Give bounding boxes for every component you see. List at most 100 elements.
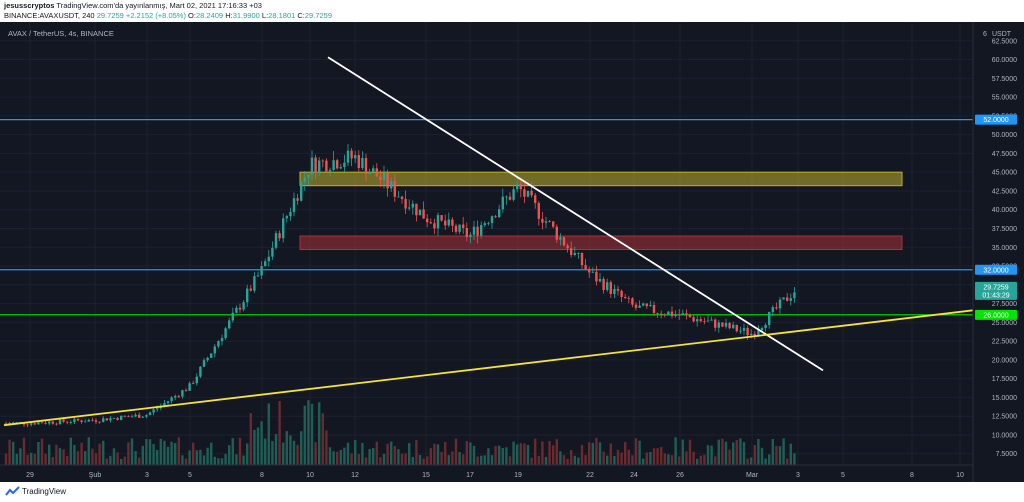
volume-bar	[148, 439, 152, 465]
candle-body	[408, 207, 411, 209]
candle-body	[426, 218, 429, 223]
volume-bar	[609, 443, 612, 465]
candle-body	[130, 416, 134, 418]
volume-bar	[321, 413, 324, 465]
volume-bar	[145, 439, 148, 465]
time-tick-label: 12	[351, 472, 359, 479]
volume-bar	[224, 453, 227, 465]
candle-body	[476, 226, 479, 236]
currency-badge: 6	[983, 31, 987, 38]
price-tick-label: 12.5000	[992, 414, 1017, 421]
candle-body	[778, 299, 782, 309]
price-axis[interactable]: 62.500060.000057.500055.000052.500050.00…	[992, 38, 1017, 458]
price-tick-label: 55.0000	[992, 95, 1017, 102]
candle-body	[325, 160, 328, 172]
candle-body	[274, 233, 278, 248]
volume-bar	[490, 455, 494, 465]
trendline-white[interactable]	[327, 56, 824, 372]
candle-body	[98, 421, 101, 423]
candle-body	[692, 317, 695, 322]
price-label-box	[975, 281, 1017, 300]
time-axis[interactable]: 29 Şub 3 5 8 10 12 15 17 19 22 24 26 Mar 3 5 8 10	[26, 472, 964, 479]
candle-body	[508, 196, 512, 200]
candle-body	[73, 418, 76, 423]
candle-body	[343, 162, 346, 168]
volume-bar	[638, 440, 641, 465]
volume-bar	[426, 456, 429, 465]
volume-bar	[660, 447, 663, 465]
author-name[interactable]: jesusscryptos	[4, 1, 55, 10]
volume-bar	[51, 457, 54, 465]
candle-body	[404, 199, 407, 209]
price-tick-label: 10.0000	[992, 432, 1017, 439]
chart-area[interactable]: 62.500060.000057.500055.000052.500050.00…	[0, 22, 1024, 482]
volume-bar	[411, 456, 414, 465]
volume-bar	[512, 441, 515, 465]
candle-body	[526, 190, 530, 197]
price-tick-label: 17.5000	[992, 376, 1017, 383]
candle-body	[127, 416, 130, 418]
price-chart[interactable]: 62.500060.000057.500055.000052.500050.00…	[0, 22, 1024, 482]
candle-body	[228, 320, 231, 329]
volume-bar	[714, 456, 717, 465]
candle-body	[170, 397, 173, 402]
volume-bar	[544, 456, 548, 465]
volume-bar	[386, 443, 389, 465]
volume-bar	[750, 457, 753, 465]
volume-bar	[87, 437, 90, 465]
candle-body	[148, 412, 152, 416]
candle-body	[598, 278, 602, 282]
zone-rect[interactable]	[299, 171, 903, 187]
footer-brand[interactable]: TradingView	[22, 487, 67, 496]
price-label-box	[975, 114, 1017, 125]
volume-bar	[418, 454, 422, 465]
candle-body	[112, 418, 116, 419]
candle-body	[505, 196, 508, 198]
volume-bar	[692, 451, 695, 465]
time-tick-label: 8	[260, 472, 264, 479]
candle-body	[8, 422, 11, 424]
candle-body	[156, 408, 159, 410]
volume-bar	[109, 455, 112, 465]
countdown-label: 01:43:29	[982, 292, 1009, 299]
candle-body	[634, 304, 638, 308]
candle-body	[584, 265, 587, 270]
candle-body	[84, 421, 87, 423]
candle-body	[595, 271, 598, 282]
time-tick-label: 17	[466, 472, 474, 479]
volume-bar	[778, 446, 782, 465]
price-tick-label: 42.5000	[992, 188, 1017, 195]
candle-body	[152, 409, 155, 413]
volume-bar	[400, 453, 404, 465]
volume-bar	[555, 439, 558, 465]
trendline-yellow[interactable]	[3, 309, 974, 427]
volume-bar	[771, 439, 774, 465]
zone-rect[interactable]	[299, 235, 903, 251]
volume-bar	[415, 439, 418, 465]
candle-body	[361, 157, 364, 169]
price-tick-label: 27.5000	[992, 301, 1017, 308]
volume-bar	[260, 421, 263, 465]
volume-bar	[213, 456, 216, 465]
open-value: 28.2409	[195, 11, 224, 20]
candle-body	[624, 297, 627, 299]
volume-bar	[573, 455, 576, 465]
candle-body	[530, 190, 533, 196]
candles	[4, 144, 796, 428]
volume-bar	[753, 445, 756, 465]
volume-bar	[166, 446, 170, 465]
volume-bar	[382, 453, 386, 465]
volume-bar	[22, 437, 26, 465]
candle-body	[418, 209, 422, 216]
time-tick-label: 5	[188, 472, 192, 479]
price-tick-label: 45.0000	[992, 170, 1017, 177]
volume-bar	[591, 442, 594, 465]
volume-bar	[537, 456, 540, 465]
low-label: L:	[261, 11, 269, 20]
candle-body	[289, 211, 292, 217]
candle-body	[750, 333, 753, 336]
footer: TradingView	[0, 482, 1024, 502]
candle-body	[386, 173, 389, 189]
volume-bar	[188, 450, 191, 465]
volume-bar	[238, 437, 242, 465]
